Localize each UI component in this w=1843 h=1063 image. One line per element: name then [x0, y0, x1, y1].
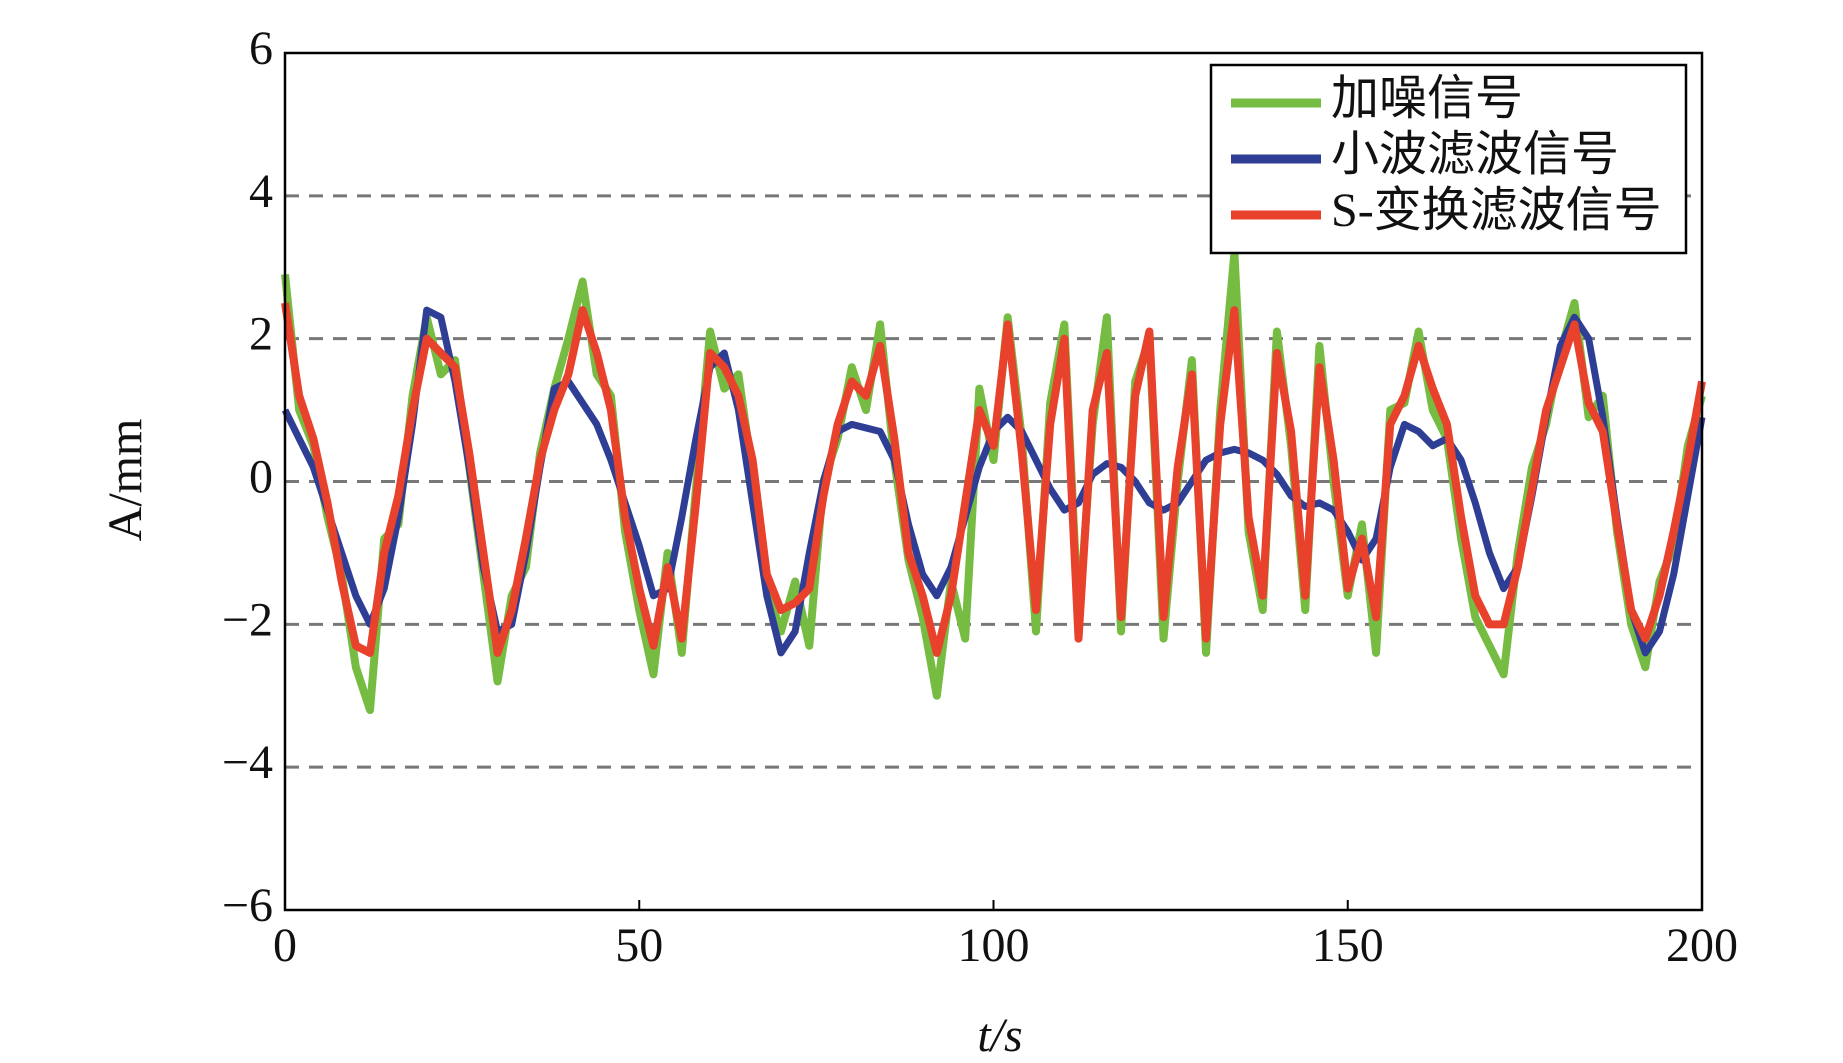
y-tick-label: 2 — [249, 308, 273, 361]
y-tick-label: −4 — [222, 736, 273, 789]
x-tick-label: 0 — [273, 919, 297, 972]
y-axis-label: A/mm — [99, 419, 152, 542]
legend-box — [1209, 63, 1688, 255]
y-tick-label: 0 — [249, 451, 273, 504]
x-tick-label: 150 — [1312, 919, 1384, 972]
x-tick-label: 50 — [615, 919, 663, 972]
legend-label: S-变换滤波信号 — [1331, 184, 1662, 237]
x-tick-label: 100 — [958, 919, 1030, 972]
legend-label: 加噪信号 — [1331, 72, 1523, 125]
plot-frame — [283, 51, 1704, 912]
y-tick-label: −6 — [222, 879, 273, 932]
y-tick-label: 4 — [249, 165, 273, 218]
x-axis-label: t/s — [977, 1009, 1022, 1062]
legend-label: 小波滤波信号 — [1331, 128, 1619, 181]
y-tick-label: −2 — [222, 593, 273, 646]
series-line — [281, 302, 1706, 657]
y-tick-label: 6 — [249, 22, 273, 75]
x-tick-label: 200 — [1666, 919, 1738, 972]
